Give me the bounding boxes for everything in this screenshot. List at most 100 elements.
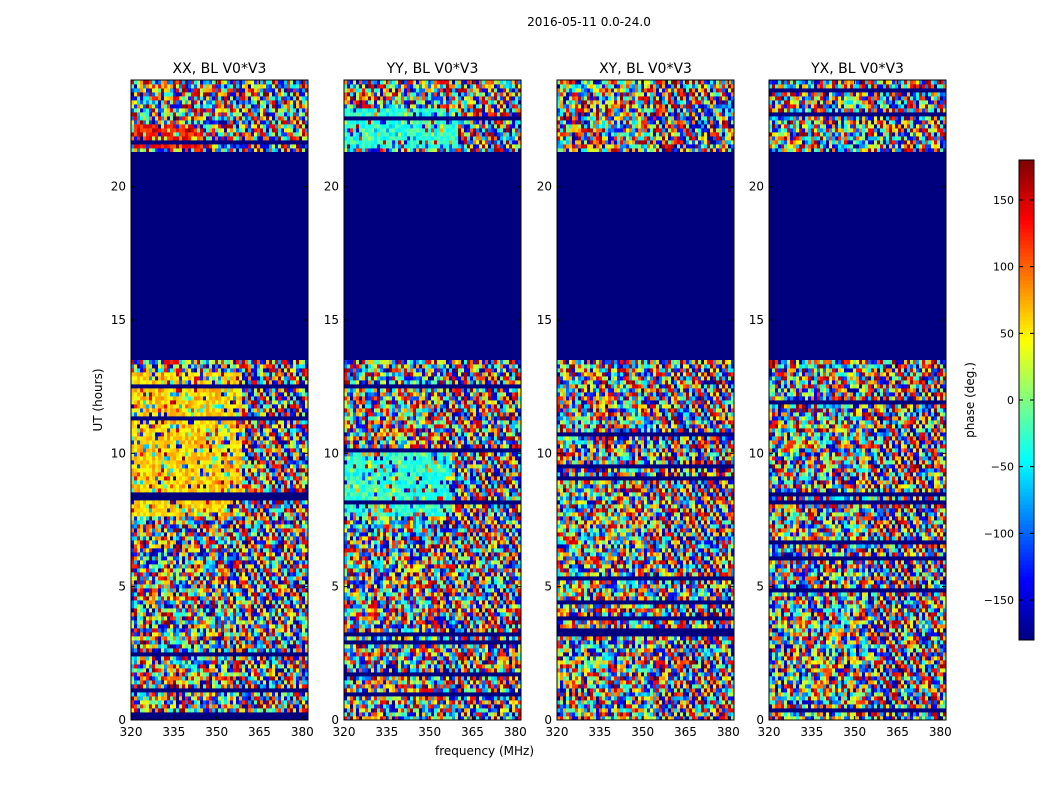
heatmap-cell xyxy=(167,460,170,464)
heatmap-cell xyxy=(170,396,173,400)
heatmap-cell xyxy=(212,416,215,420)
heatmap-cell xyxy=(215,664,218,668)
heatmap-cell xyxy=(281,396,284,400)
heatmap-cell xyxy=(242,584,245,588)
heatmap-cell xyxy=(149,584,152,588)
heatmap-cell xyxy=(215,700,218,704)
heatmap-cell xyxy=(260,528,263,532)
heatmap-cell xyxy=(206,664,209,668)
heatmap-cell xyxy=(134,576,137,580)
heatmap-cell xyxy=(152,428,155,432)
heatmap-cell xyxy=(263,680,266,684)
heatmap-cell xyxy=(230,432,233,436)
heatmap-cell xyxy=(146,572,149,576)
heatmap-cell xyxy=(302,528,305,532)
heatmap-cell xyxy=(137,524,140,528)
heatmap-cell xyxy=(176,708,179,712)
heatmap-cell xyxy=(200,556,203,560)
heatmap-cell xyxy=(224,612,227,616)
heatmap-cell xyxy=(185,400,188,404)
heatmap-cell xyxy=(242,604,245,608)
heatmap-cell xyxy=(272,552,275,556)
heatmap-cell xyxy=(179,592,182,596)
heatmap-cell xyxy=(287,660,290,664)
heatmap-cell xyxy=(185,572,188,576)
heatmap-cell xyxy=(257,548,260,552)
heatmap-cell xyxy=(194,484,197,488)
heatmap-cell xyxy=(146,588,149,592)
heatmap-cell xyxy=(155,476,158,480)
heatmap-cell xyxy=(257,616,260,620)
heatmap-cell xyxy=(284,704,287,708)
heatmap-cell xyxy=(281,424,284,428)
heatmap-cell xyxy=(179,632,182,636)
heatmap-cell xyxy=(245,692,248,696)
heatmap-cell xyxy=(254,656,257,660)
heatmap-cell xyxy=(131,680,134,684)
heatmap-cell xyxy=(218,560,221,564)
heatmap-cell xyxy=(248,676,251,680)
heatmap-cell xyxy=(149,428,152,432)
heatmap-cell xyxy=(149,420,152,424)
heatmap-cell xyxy=(227,408,230,412)
heatmap-cell xyxy=(236,484,239,488)
heatmap-cell xyxy=(281,692,284,696)
heatmap-cell xyxy=(131,520,134,524)
heatmap-cell xyxy=(161,388,164,392)
heatmap-cell xyxy=(251,696,254,700)
heatmap-cell xyxy=(224,428,227,432)
heatmap-cell xyxy=(257,692,260,696)
heatmap-cell xyxy=(272,528,275,532)
heatmap-cell xyxy=(197,664,200,668)
heatmap-cell xyxy=(146,692,149,696)
heatmap-cell xyxy=(164,440,167,444)
heatmap-cell xyxy=(173,472,176,476)
heatmap-cell xyxy=(197,572,200,576)
heatmap-cell xyxy=(218,520,221,524)
heatmap-cell xyxy=(197,532,200,536)
heatmap-cell xyxy=(152,388,155,392)
heatmap-cell xyxy=(164,532,167,536)
heatmap-cell xyxy=(149,668,152,672)
heatmap-cell xyxy=(224,656,227,660)
heatmap-cell xyxy=(146,700,149,704)
heatmap-cell xyxy=(236,600,239,604)
heatmap-cell xyxy=(131,512,134,516)
heatmap-cell xyxy=(281,408,284,412)
heatmap-cell xyxy=(218,452,221,456)
heatmap-cell xyxy=(281,484,284,488)
heatmap-cell xyxy=(152,564,155,568)
heatmap-cell xyxy=(287,632,290,636)
heatmap-cell xyxy=(197,584,200,588)
heatmap-cell xyxy=(167,416,170,420)
heatmap-cell xyxy=(215,576,218,580)
heatmap-cell xyxy=(167,412,170,416)
heatmap-cell xyxy=(266,636,269,640)
heatmap-cell xyxy=(293,636,296,640)
heatmap-cell xyxy=(200,660,203,664)
heatmap-cell xyxy=(137,472,140,476)
heatmap-cell xyxy=(233,420,236,424)
heatmap-cell xyxy=(287,680,290,684)
heatmap-cell xyxy=(188,432,191,436)
heatmap-cell xyxy=(131,608,134,612)
heatmap-cell xyxy=(263,492,266,496)
heatmap-cell xyxy=(230,396,233,400)
heatmap-cell xyxy=(200,680,203,684)
heatmap-cell xyxy=(143,504,146,508)
heatmap-cell xyxy=(161,600,164,604)
heatmap-cell xyxy=(191,568,194,572)
heatmap-cell xyxy=(188,540,191,544)
heatmap-cell xyxy=(212,668,215,672)
heatmap-cell xyxy=(284,432,287,436)
heatmap-cell xyxy=(179,472,182,476)
heatmap-cell xyxy=(161,652,164,656)
heatmap-cell xyxy=(221,528,224,532)
heatmap-cell xyxy=(257,628,260,632)
heatmap-cell xyxy=(296,572,299,576)
heatmap-cell xyxy=(260,708,263,712)
heatmap-cell xyxy=(251,456,254,460)
heatmap-cell xyxy=(170,592,173,596)
heatmap-cell xyxy=(146,544,149,548)
heatmap-cell xyxy=(251,648,254,652)
